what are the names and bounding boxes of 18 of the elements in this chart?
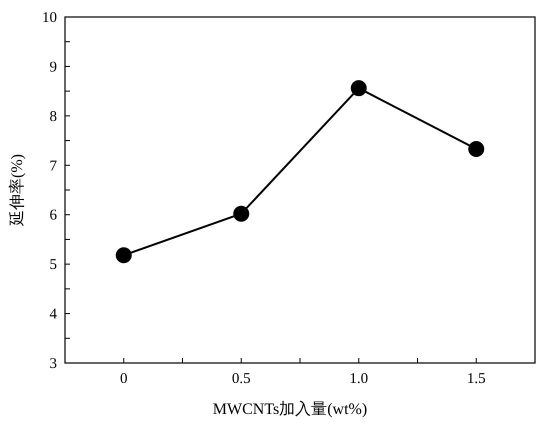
x-tick-label: 0.5 — [232, 371, 251, 387]
x-tick-label: 1.0 — [349, 371, 368, 387]
point — [468, 140, 484, 157]
y-tick-label: 8 — [50, 108, 57, 125]
x-tick-label: 0 — [120, 371, 128, 387]
y-tick-label: 4 — [50, 306, 58, 323]
point — [233, 206, 250, 222]
point — [350, 80, 367, 96]
y-tick-label: 10 — [42, 10, 57, 26]
y-tick-label: 6 — [50, 208, 58, 224]
point — [116, 247, 132, 264]
x-axis-title: MWCNTs加入量(wt%) — [212, 400, 368, 418]
y-tick-label: 7 — [50, 158, 58, 174]
y-tick-label: 9 — [50, 59, 57, 76]
y-tick-label: 5 — [50, 257, 57, 274]
y-axis-title: 延伸率(%) — [8, 154, 26, 227]
x-tick-label: 1.5 — [466, 371, 486, 387]
y-tick-label: 3 — [50, 356, 57, 372]
